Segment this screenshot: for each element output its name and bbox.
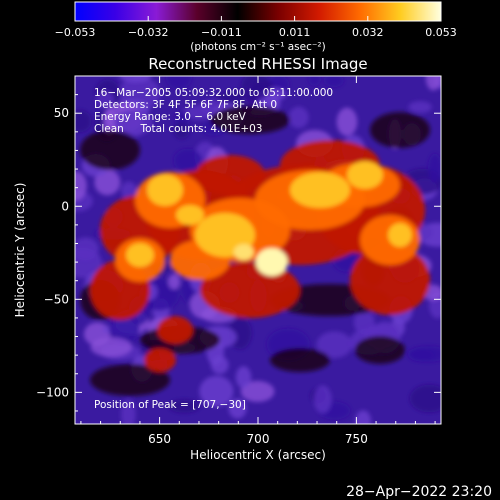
heat-blob xyxy=(228,398,247,419)
heatmap-blobs xyxy=(75,76,441,424)
rhessi-image xyxy=(75,76,441,424)
y-tick-label: −50 xyxy=(44,292,69,306)
colorbar-tick-label: 0.011 xyxy=(279,26,311,39)
y-tick-label: 0 xyxy=(61,199,69,213)
heat-blob xyxy=(355,336,405,364)
heat-blob xyxy=(182,105,217,120)
colorbar-tick-label: −0.053 xyxy=(55,26,96,39)
colorbar-frame xyxy=(74,1,442,22)
heat-blob xyxy=(313,385,332,414)
x-axis-label: Heliocentric X (arcsec) xyxy=(190,448,326,462)
heat-blob xyxy=(355,410,372,424)
heat-blob xyxy=(347,161,383,189)
heat-blob xyxy=(147,174,183,206)
annotation-clean-counts: Clean Total counts: 4.01E+03 xyxy=(94,123,263,135)
heat-blob xyxy=(173,121,191,139)
x-tick-label: 650 xyxy=(148,432,171,446)
heat-blob xyxy=(240,380,275,402)
heat-blob xyxy=(80,130,140,170)
colorbar-tick-label: −0.011 xyxy=(201,26,242,39)
heat-blob xyxy=(241,76,272,100)
plot-title: Reconstructed RHESSI Image xyxy=(148,55,367,73)
y-tick-label: −100 xyxy=(36,385,69,399)
heat-blob xyxy=(200,262,300,318)
heat-blob xyxy=(90,364,170,396)
colorbar-tick-label: 0.053 xyxy=(425,26,457,39)
heat-blob xyxy=(75,170,87,201)
annotation-time-range: 16−Mar−2005 05:09:32.000 to 05:11:00.000 xyxy=(94,87,333,99)
x-tick-label: 750 xyxy=(345,432,368,446)
y-axis-label: Heliocentric Y (arcsec) xyxy=(13,183,27,318)
colorbar-gradient xyxy=(75,2,441,21)
annotation-peak-position: Position of Peak = [707,−30] xyxy=(94,399,246,411)
heat-blob xyxy=(144,348,176,372)
plot-axes: 650 700 750 50 0 −50 −100 xyxy=(36,76,441,446)
footer-timestamp: 28−Apr−2022 23:20 xyxy=(346,484,492,500)
heat-blob xyxy=(126,243,154,267)
heat-blob xyxy=(308,76,321,86)
heat-blob xyxy=(75,237,99,261)
heat-blob xyxy=(168,399,200,413)
heat-blob xyxy=(255,248,288,277)
heat-blob xyxy=(288,106,309,129)
y-tick-label: 50 xyxy=(54,106,69,120)
heat-blob xyxy=(195,155,265,195)
heat-blob xyxy=(210,106,290,134)
heat-blob xyxy=(336,107,358,137)
heat-blob xyxy=(350,245,430,315)
heat-blob xyxy=(235,366,252,389)
heat-blob xyxy=(120,399,136,424)
colorbar: −0.053 −0.032 −0.011 0.011 0.032 0.053 (photo… xyxy=(55,1,457,53)
colorbar-tick-label: 0.032 xyxy=(352,26,384,39)
heat-blob xyxy=(157,316,193,344)
heat-blob xyxy=(176,205,204,225)
heat-blob xyxy=(316,331,353,358)
heat-blob xyxy=(199,375,234,407)
colorbar-tick-label: −0.032 xyxy=(128,26,169,39)
heat-blob xyxy=(121,181,137,200)
heat-blob xyxy=(428,153,441,183)
heat-blob xyxy=(90,337,133,357)
annotation-energy-range: Energy Range: 3.0 − 6.0 keV xyxy=(94,111,247,123)
heat-blob xyxy=(425,76,441,91)
heat-blob xyxy=(119,76,152,83)
heat-blob xyxy=(323,76,344,88)
heat-blob xyxy=(233,244,254,261)
heat-blob xyxy=(75,110,92,133)
heat-blob xyxy=(388,223,412,247)
annotation-detectors: Detectors: 3F 4F 5F 6F 7F 8F, Att 0 xyxy=(94,99,277,111)
colorbar-unit-label: (photons cm⁻² s⁻¹ asec⁻²) xyxy=(190,41,325,53)
heat-blob xyxy=(409,384,441,413)
colorbar-ticks: −0.053 −0.032 −0.011 0.011 0.032 0.053 xyxy=(55,16,457,39)
heat-blob xyxy=(168,273,181,290)
image-annotations: 16−Mar−2005 05:09:32.000 to 05:11:00.000… xyxy=(94,87,333,411)
heat-blob xyxy=(270,348,330,372)
x-tick-label: 700 xyxy=(247,432,270,446)
heat-blob xyxy=(290,172,350,208)
heat-blob xyxy=(96,91,115,109)
heat-blob xyxy=(408,101,432,114)
heat-blob xyxy=(114,109,153,136)
heat-blob xyxy=(407,346,441,362)
heat-blob xyxy=(165,76,193,90)
heat-blob xyxy=(173,148,203,173)
heat-blob xyxy=(370,112,430,148)
